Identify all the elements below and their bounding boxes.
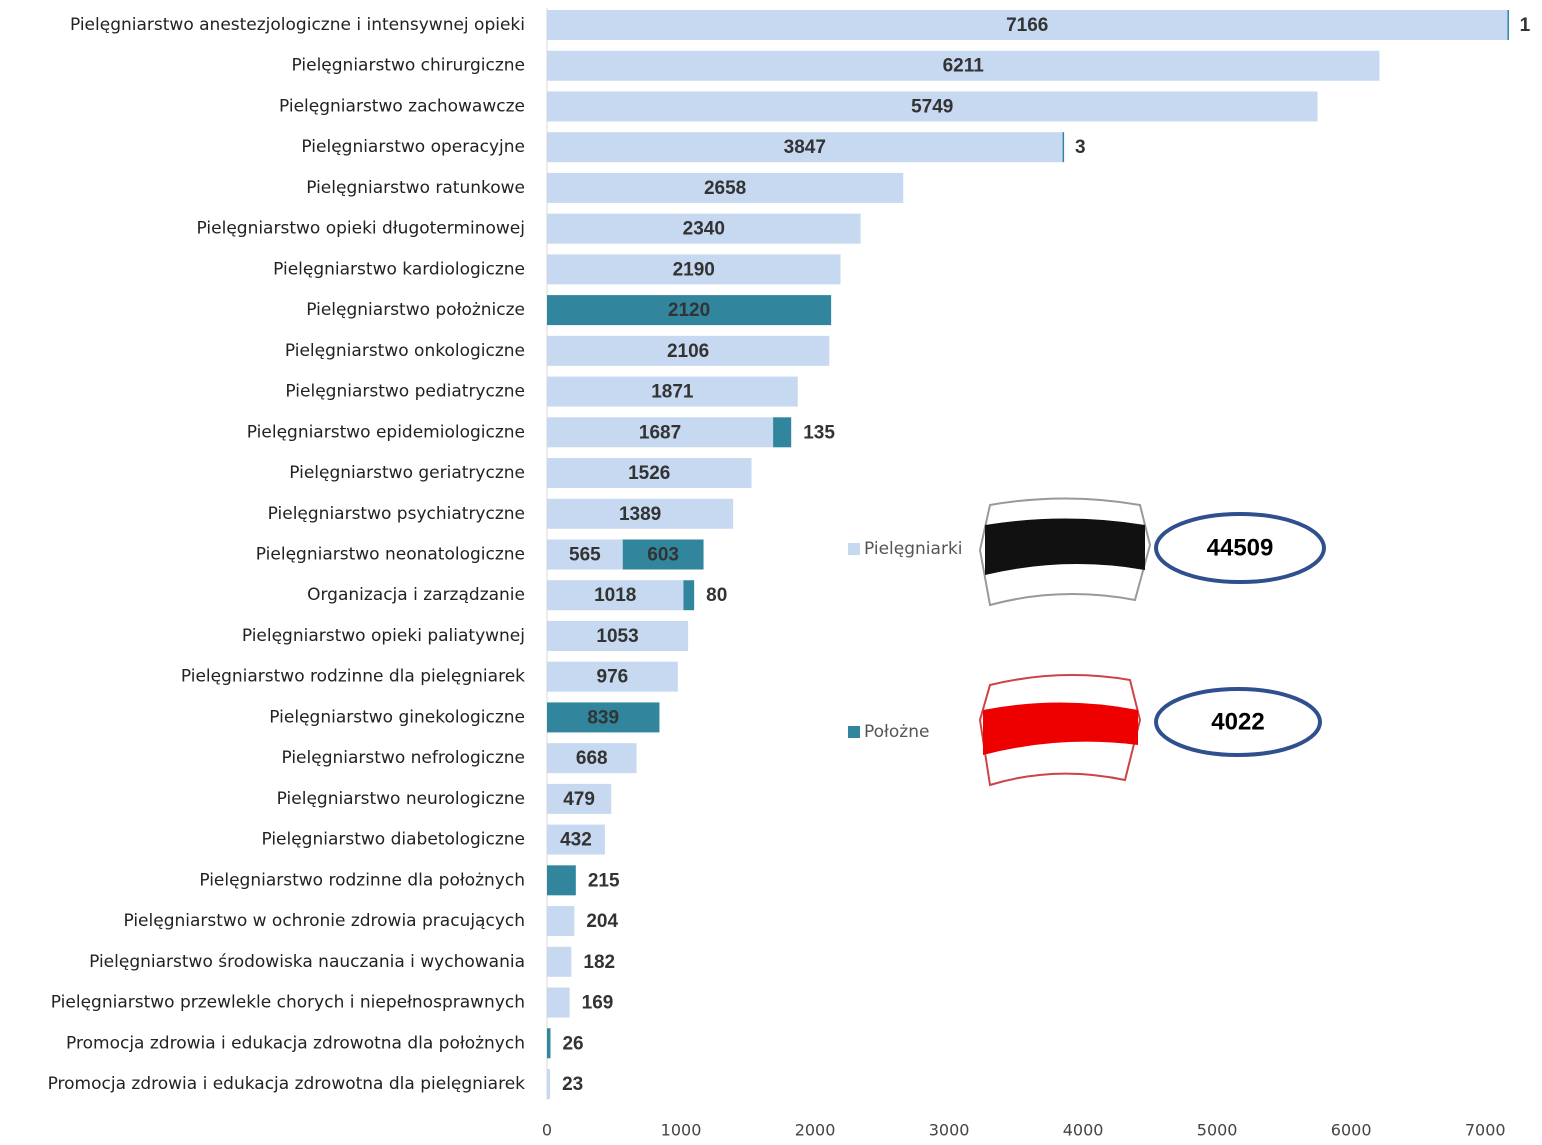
x-tick-label: 5000 <box>1197 1121 1238 1140</box>
value-label: 135 <box>803 422 835 443</box>
value-label: 1871 <box>651 382 694 403</box>
value-label: 839 <box>587 707 619 728</box>
x-tick-label: 3000 <box>929 1121 970 1140</box>
value-label: 2106 <box>667 341 709 362</box>
legend-label: Pielęgniarki <box>864 539 963 559</box>
category-label: Pielęgniarstwo pediatryczne <box>285 382 525 402</box>
value-label: 7166 <box>1006 15 1048 36</box>
value-label: 1 <box>1520 15 1531 36</box>
value-label: 1018 <box>594 585 636 606</box>
bar <box>547 1028 550 1058</box>
value-label: 215 <box>588 870 620 891</box>
value-label: 603 <box>647 545 679 566</box>
category-label: Pielęgniarstwo chirurgiczne <box>292 56 525 76</box>
category-label: Pielęgniarstwo rodzinne dla pielęgniarek <box>181 667 525 687</box>
value-label: 668 <box>576 748 608 769</box>
value-label: 1687 <box>639 422 681 443</box>
value-label: 204 <box>586 911 618 932</box>
category-label: Pielęgniarstwo diabetologiczne <box>261 830 525 850</box>
x-tick-label: 7000 <box>1465 1121 1506 1140</box>
value-label: 169 <box>582 993 614 1014</box>
x-tick-label: 0 <box>542 1121 552 1140</box>
category-label: Pielęgniarstwo ginekologiczne <box>269 707 525 727</box>
category-label: Promocja zdrowia i edukacja zdrowotna dl… <box>48 1074 526 1094</box>
nurse-armband <box>980 499 1150 606</box>
category-label: Promocja zdrowia i edukacja zdrowotna dl… <box>66 1033 525 1053</box>
category-label: Pielęgniarstwo przewlekle chorych i niep… <box>51 993 525 1013</box>
value-label: 5749 <box>911 96 953 117</box>
value-label: 432 <box>560 830 592 851</box>
category-label: Pielęgniarstwo kardiologiczne <box>273 259 525 279</box>
bar <box>547 1069 550 1099</box>
value-label: 6211 <box>943 56 985 77</box>
legend-swatch <box>848 543 860 555</box>
category-label: Pielęgniarstwo geriatryczne <box>289 463 525 483</box>
value-label: 2658 <box>704 178 746 199</box>
chart: 44509 4022 0 1000 2000 3000 4000 5000 6000 7000… <box>0 0 1542 1141</box>
value-label: 1526 <box>628 463 670 484</box>
midwife-total: 4022 <box>1211 708 1264 735</box>
category-label: Pielęgniarstwo opieki paliatywnej <box>242 626 525 646</box>
legend-label: Położne <box>864 722 929 742</box>
x-tick-label: 1000 <box>661 1121 702 1140</box>
bar <box>547 865 576 895</box>
legend-swatch <box>848 726 860 738</box>
category-label: Pielęgniarstwo neurologiczne <box>277 789 525 809</box>
category-label: Pielęgniarstwo operacyjne <box>301 137 525 157</box>
category-label: Pielęgniarstwo neonatologiczne <box>256 544 525 564</box>
category-label: Pielęgniarstwo nefrologiczne <box>281 748 525 768</box>
category-label: Pielęgniarstwo środowiska nauczania i wy… <box>89 952 525 972</box>
category-label: Pielęgniarstwo zachowawcze <box>279 96 525 116</box>
category-label: Pielęgniarstwo opieki długoterminowej <box>197 219 525 239</box>
value-label: 26 <box>562 1033 583 1054</box>
value-label: 3 <box>1075 137 1086 158</box>
x-tick-label: 2000 <box>795 1121 836 1140</box>
value-label: 1389 <box>619 504 661 525</box>
value-label: 565 <box>569 545 601 566</box>
x-tick-label: 4000 <box>1063 1121 1104 1140</box>
category-label: Pielęgniarstwo onkologiczne <box>285 341 525 361</box>
bar <box>547 947 571 977</box>
bar <box>547 988 570 1018</box>
value-label: 2340 <box>683 219 725 240</box>
bar <box>683 580 694 610</box>
bar <box>773 417 791 447</box>
x-tick-label: 6000 <box>1331 1121 1372 1140</box>
value-label: 479 <box>563 789 595 810</box>
value-label: 23 <box>562 1074 583 1095</box>
category-label: Pielęgniarstwo ratunkowe <box>306 178 525 198</box>
category-label: Organizacja i zarządzanie <box>307 585 525 605</box>
category-label: Pielęgniarstwo anestezjologiczne i inten… <box>70 15 525 35</box>
midwife-armband <box>980 675 1140 785</box>
category-label: Pielęgniarstwo w ochronie zdrowia pracuj… <box>123 911 525 931</box>
nurse-total: 44509 <box>1207 534 1274 561</box>
value-label: 80 <box>706 585 727 606</box>
category-label: Pielęgniarstwo położnicze <box>306 300 525 320</box>
value-label: 1053 <box>596 626 638 647</box>
value-label: 182 <box>583 952 615 973</box>
bar <box>547 906 574 936</box>
value-label: 2190 <box>673 259 715 280</box>
value-label: 976 <box>597 667 629 688</box>
category-label: Pielęgniarstwo rodzinne dla położnych <box>199 870 525 890</box>
category-label: Pielęgniarstwo epidemiologiczne <box>247 422 525 442</box>
value-label: 3847 <box>784 137 826 158</box>
value-label: 2120 <box>668 300 710 321</box>
bar <box>1507 10 1509 40</box>
category-label: Pielęgniarstwo psychiatryczne <box>268 504 525 524</box>
bar <box>1063 132 1065 162</box>
